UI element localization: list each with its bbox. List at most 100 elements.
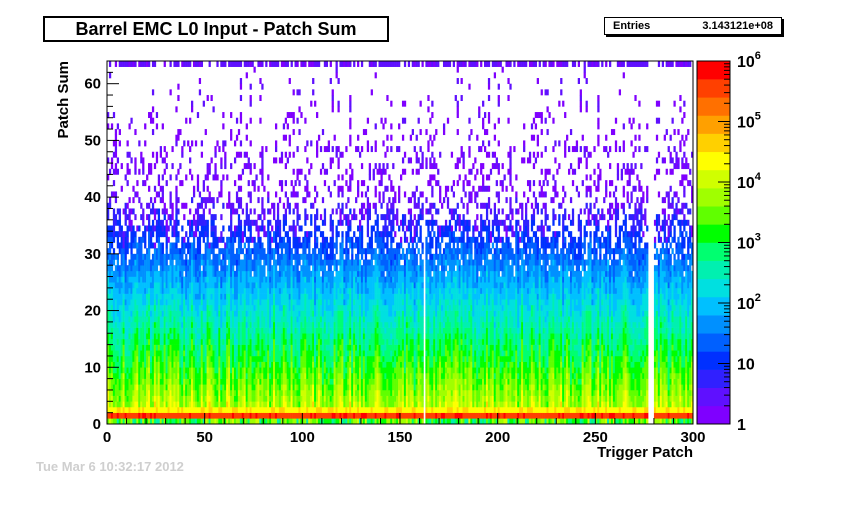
heatmap-cell — [329, 236, 332, 243]
heatmap-cell — [192, 389, 196, 396]
heatmap-cell — [278, 219, 282, 226]
heatmap-cell — [286, 333, 289, 340]
heatmap-cell — [171, 265, 174, 272]
heatmap-cell — [316, 333, 319, 340]
heatmap-cell — [138, 242, 141, 249]
heatmap-cell — [302, 287, 305, 294]
heatmap-cell — [237, 276, 241, 283]
heatmap-cell — [333, 367, 336, 374]
heatmap-cell — [202, 185, 205, 192]
heatmap-cell — [280, 406, 284, 413]
heatmap-cell — [179, 299, 182, 306]
heatmap-cell — [316, 61, 319, 67]
heatmap-cell — [155, 389, 159, 396]
heatmap-cell — [114, 406, 118, 413]
heatmap-cell — [175, 225, 178, 232]
heatmap-cell — [155, 208, 159, 215]
heatmap-cell — [200, 304, 204, 311]
heatmap-cell — [151, 401, 155, 408]
heatmap-cell — [206, 299, 209, 306]
heatmap-cell — [159, 350, 162, 357]
heatmap-cell — [126, 355, 129, 362]
heatmap-cell — [206, 276, 209, 283]
heatmap-cell — [243, 361, 246, 368]
heatmap-cell — [112, 355, 116, 362]
heatmap-cell — [267, 287, 270, 294]
heatmap-cell — [319, 146, 323, 153]
heatmap-cell — [245, 253, 248, 260]
heatmap-cell — [349, 276, 352, 283]
heatmap-cell — [153, 412, 157, 419]
heatmap-cell — [263, 304, 266, 311]
heatmap-cell — [138, 310, 141, 317]
heatmap-cell — [177, 344, 180, 351]
heatmap-cell — [222, 401, 225, 408]
heatmap-cell — [183, 406, 186, 413]
heatmap-cell — [169, 282, 172, 289]
heatmap-cell — [357, 378, 360, 385]
heatmap-cell — [237, 355, 241, 362]
heatmap-cell — [194, 378, 198, 385]
heatmap-cell — [128, 197, 131, 204]
heatmap-cell — [224, 355, 227, 362]
heatmap-cell — [177, 304, 180, 311]
heatmap-cell — [149, 304, 153, 311]
heatmap-cell — [226, 310, 229, 317]
heatmap-cell — [351, 293, 354, 300]
heatmap-cell — [155, 344, 159, 351]
heatmap-cell — [261, 225, 264, 232]
heatmap-cell — [323, 401, 327, 408]
heatmap-cell — [185, 202, 188, 209]
heatmap-cell — [151, 384, 155, 391]
heatmap-cell — [237, 333, 241, 340]
heatmap-cell — [237, 185, 241, 192]
heatmap-cell — [107, 282, 110, 289]
heatmap-cell — [175, 242, 178, 249]
heatmap-cell — [136, 259, 139, 266]
heatmap-cell — [286, 389, 289, 396]
heatmap-cell — [179, 389, 182, 396]
heatmap-cell — [235, 287, 239, 294]
heatmap-cell — [302, 395, 305, 402]
heatmap-cell — [142, 367, 145, 374]
heatmap-cell — [114, 282, 118, 289]
heatmap-cell — [312, 248, 315, 255]
heatmap-cell — [274, 270, 278, 277]
heatmap-cell — [151, 361, 155, 368]
heatmap-cell — [171, 321, 174, 328]
heatmap-cell — [118, 418, 121, 425]
heatmap-cell — [161, 384, 164, 391]
heatmap-cell — [317, 282, 321, 289]
heatmap-cell — [269, 344, 272, 351]
heatmap-cell — [124, 265, 127, 272]
heatmap-cell — [347, 389, 350, 396]
heatmap-cell — [247, 327, 250, 334]
heatmap-cell — [284, 406, 287, 413]
heatmap-cell — [120, 338, 123, 345]
heatmap-cell — [245, 61, 248, 67]
heatmap-cell — [245, 202, 248, 209]
heatmap-cell — [173, 355, 176, 362]
heatmap-cell — [331, 89, 334, 96]
heatmap-cell — [345, 418, 348, 425]
heatmap-cell — [200, 197, 204, 204]
heatmap-cell — [230, 248, 233, 255]
heatmap-cell — [333, 384, 336, 391]
heatmap-cell — [214, 344, 217, 351]
heatmap-cell — [319, 248, 323, 255]
heatmap-cell — [163, 378, 166, 385]
heatmap-cell — [171, 316, 174, 323]
heatmap-cell — [146, 327, 149, 334]
heatmap-cell — [114, 214, 118, 221]
heatmap-cell — [122, 316, 125, 323]
heatmap-cell — [192, 191, 196, 198]
heatmap-cell — [237, 174, 241, 181]
heatmap-cell — [112, 219, 116, 226]
heatmap-cell — [306, 418, 309, 425]
heatmap-cell — [175, 219, 178, 226]
heatmap-cell — [329, 367, 332, 374]
heatmap-cell — [224, 265, 227, 272]
heatmap-cell — [149, 231, 153, 238]
heatmap-cell — [304, 185, 307, 192]
heatmap-cell — [321, 197, 325, 204]
